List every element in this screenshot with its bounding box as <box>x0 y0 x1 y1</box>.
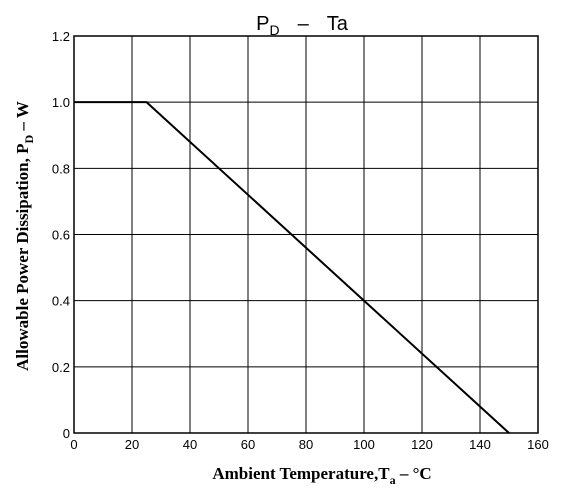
title-tail: Ta <box>327 13 349 35</box>
x-tick-label: 80 <box>299 437 313 452</box>
title-main: P <box>256 13 269 35</box>
x-axis-label-main: Ambient Temperature,T <box>212 464 390 483</box>
x-tick-label: 20 <box>125 437 139 452</box>
x-tick-label: 140 <box>469 437 491 452</box>
x-tick-label: 0 <box>70 437 77 452</box>
x-axis-label-sub: a <box>390 473 396 487</box>
tick-labels: 0 20 40 60 80 100 120 140 160 0 0.2 0.4 0.6 0.8 1.0 1.2 <box>52 29 549 452</box>
x-tick-label: 120 <box>411 437 433 452</box>
y-tick-label: 0.6 <box>52 228 70 243</box>
plot-frame <box>73 35 539 434</box>
x-tick-label: 60 <box>241 437 255 452</box>
x-axis-label: Ambient Temperature,Ta – °C <box>212 464 431 487</box>
y-axis-label-tail: – W <box>13 101 32 135</box>
y-axis-label-main: Allowable Power Dissipation, P <box>13 144 32 371</box>
y-tick-label: 0.2 <box>52 360 70 375</box>
x-tick-label: 100 <box>353 437 375 452</box>
chart-title: PD – Ta <box>256 13 349 38</box>
x-tick-label: 40 <box>183 437 197 452</box>
y-tick-label: 0.8 <box>52 161 70 176</box>
x-axis-label-tail: – °C <box>396 464 432 483</box>
y-tick-label: 1.2 <box>52 29 70 44</box>
y-axis-label-sub: D <box>22 135 36 144</box>
y-tick-label: 0.4 <box>52 294 70 309</box>
series-layer <box>74 101 510 434</box>
y-axis-label: Allowable Power Dissipation, PD – W <box>13 101 36 371</box>
y-tick-label: 1.0 <box>52 95 70 110</box>
title-separator: – <box>298 13 310 35</box>
title-main-sub: D <box>269 22 279 38</box>
y-tick-label: 0 <box>63 426 70 441</box>
grid-lines <box>73 35 539 434</box>
x-tick-label: 160 <box>527 437 549 452</box>
derating-curve <box>74 101 510 434</box>
